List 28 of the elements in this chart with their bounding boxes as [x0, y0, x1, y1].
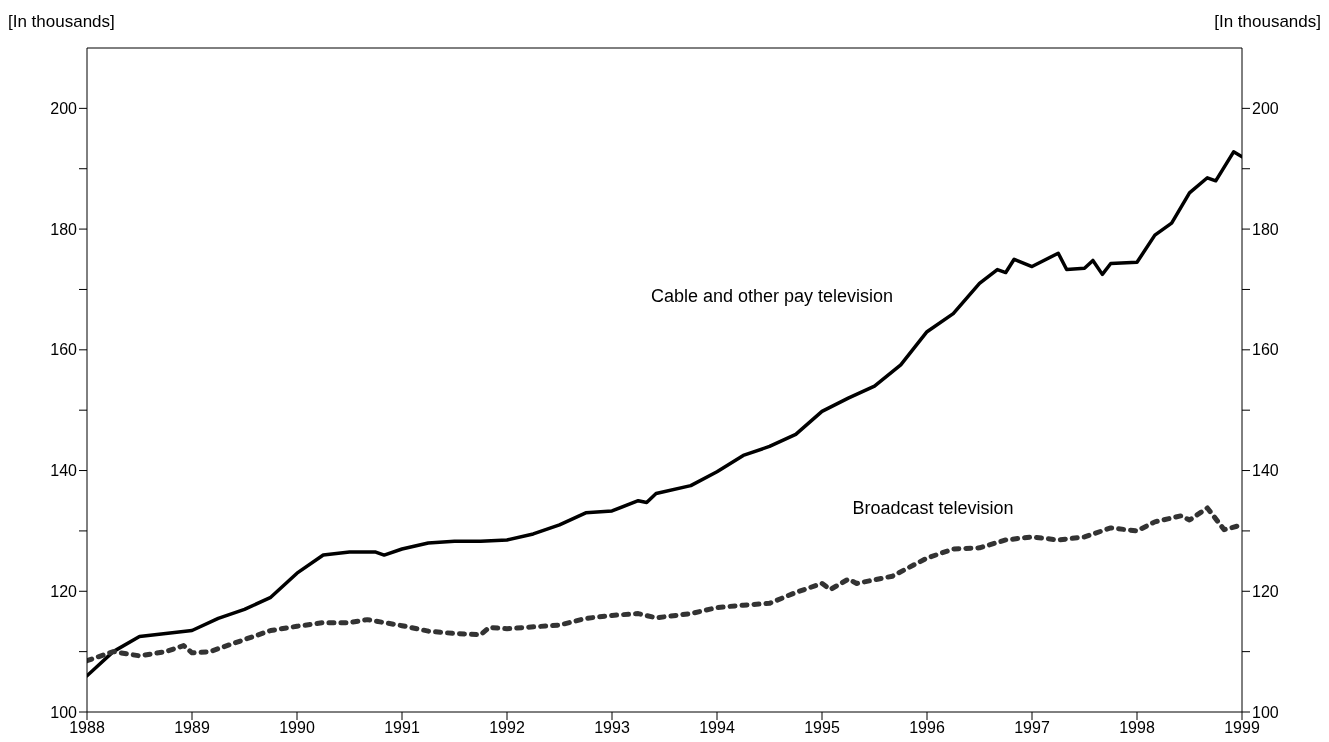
y2-tick-label: 180 — [1252, 220, 1279, 238]
y2-tick-label: 160 — [1252, 341, 1279, 359]
x-tick-label: 1994 — [699, 719, 735, 737]
y2-axis-title: [In thousands] — [1214, 12, 1321, 32]
x-tick-label: 1996 — [909, 719, 945, 737]
x-tick-label: 1989 — [174, 719, 210, 737]
y-tick-label: 120 — [50, 582, 78, 600]
x-tick-label: 1995 — [804, 719, 840, 737]
x-tick-label: 1999 — [1224, 719, 1260, 737]
x-tick-label: 1992 — [489, 719, 525, 737]
annotation: Cable and other pay television — [650, 286, 894, 307]
x-tick-label: 1991 — [384, 719, 420, 737]
y-tick-label: 160 — [50, 341, 78, 359]
x-tick-label: 1993 — [594, 719, 630, 737]
x-tick-label: 1990 — [279, 719, 315, 737]
y-tick-label: 140 — [50, 462, 78, 480]
x-tick-label: 1998 — [1119, 719, 1155, 737]
annotation: Broadcast television — [852, 498, 1014, 519]
y2-tick-label: 140 — [1252, 462, 1279, 480]
y2-tick-label: 120 — [1252, 582, 1279, 600]
x-tick-label: 1988 — [69, 719, 105, 737]
y-tick-label: 200 — [50, 100, 78, 118]
x-tick-label: 1997 — [1014, 719, 1050, 737]
y-tick-label: 100 — [50, 703, 78, 721]
y2-tick-label: 100 — [1252, 703, 1279, 721]
y-tick-label: 180 — [50, 220, 78, 238]
y2-tick-label: 200 — [1252, 100, 1279, 118]
y-axis-title: [In thousands] — [8, 12, 115, 32]
